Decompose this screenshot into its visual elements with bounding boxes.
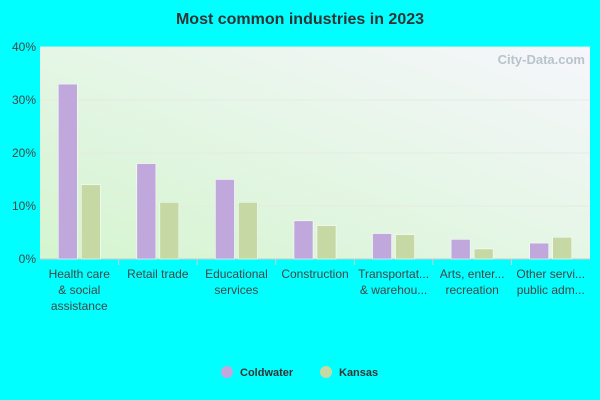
x-tick-label: Retail trade — [127, 267, 189, 281]
x-tick-label: Educational services — [205, 267, 268, 297]
legend-marker — [320, 366, 332, 378]
legend-label: Coldwater — [240, 367, 294, 379]
x-tick-label: Transportat... & warehou... — [358, 267, 429, 297]
bar — [215, 179, 235, 260]
bar — [136, 163, 157, 260]
y-tick-label: 40% — [12, 40, 36, 54]
bar — [58, 83, 78, 260]
bar — [473, 248, 494, 260]
y-tick-label: 30% — [12, 93, 36, 107]
bar — [238, 202, 258, 260]
bar — [450, 239, 471, 260]
y-tick-label: 0% — [19, 252, 37, 266]
bar — [552, 237, 572, 260]
watermark: City-Data.com — [498, 52, 585, 67]
legend-label: Kansas — [339, 367, 378, 379]
bar — [316, 225, 337, 260]
y-tick-label: 10% — [12, 199, 36, 213]
chart-title: Most common industries in 2023 — [176, 11, 424, 28]
x-tick-label: Arts, enter... recreation — [440, 267, 505, 297]
bar — [159, 202, 180, 260]
y-tick-label: 20% — [12, 146, 36, 160]
bar — [529, 242, 549, 260]
x-tick-label: Other servi... public adm... — [516, 267, 585, 297]
legend-marker — [221, 366, 233, 378]
bar — [395, 234, 415, 260]
bar — [293, 220, 314, 260]
x-tick-label: Construction — [281, 267, 348, 281]
x-tick-label: Health care & social assistance — [49, 267, 111, 313]
bar — [81, 184, 101, 260]
bar — [372, 233, 392, 260]
